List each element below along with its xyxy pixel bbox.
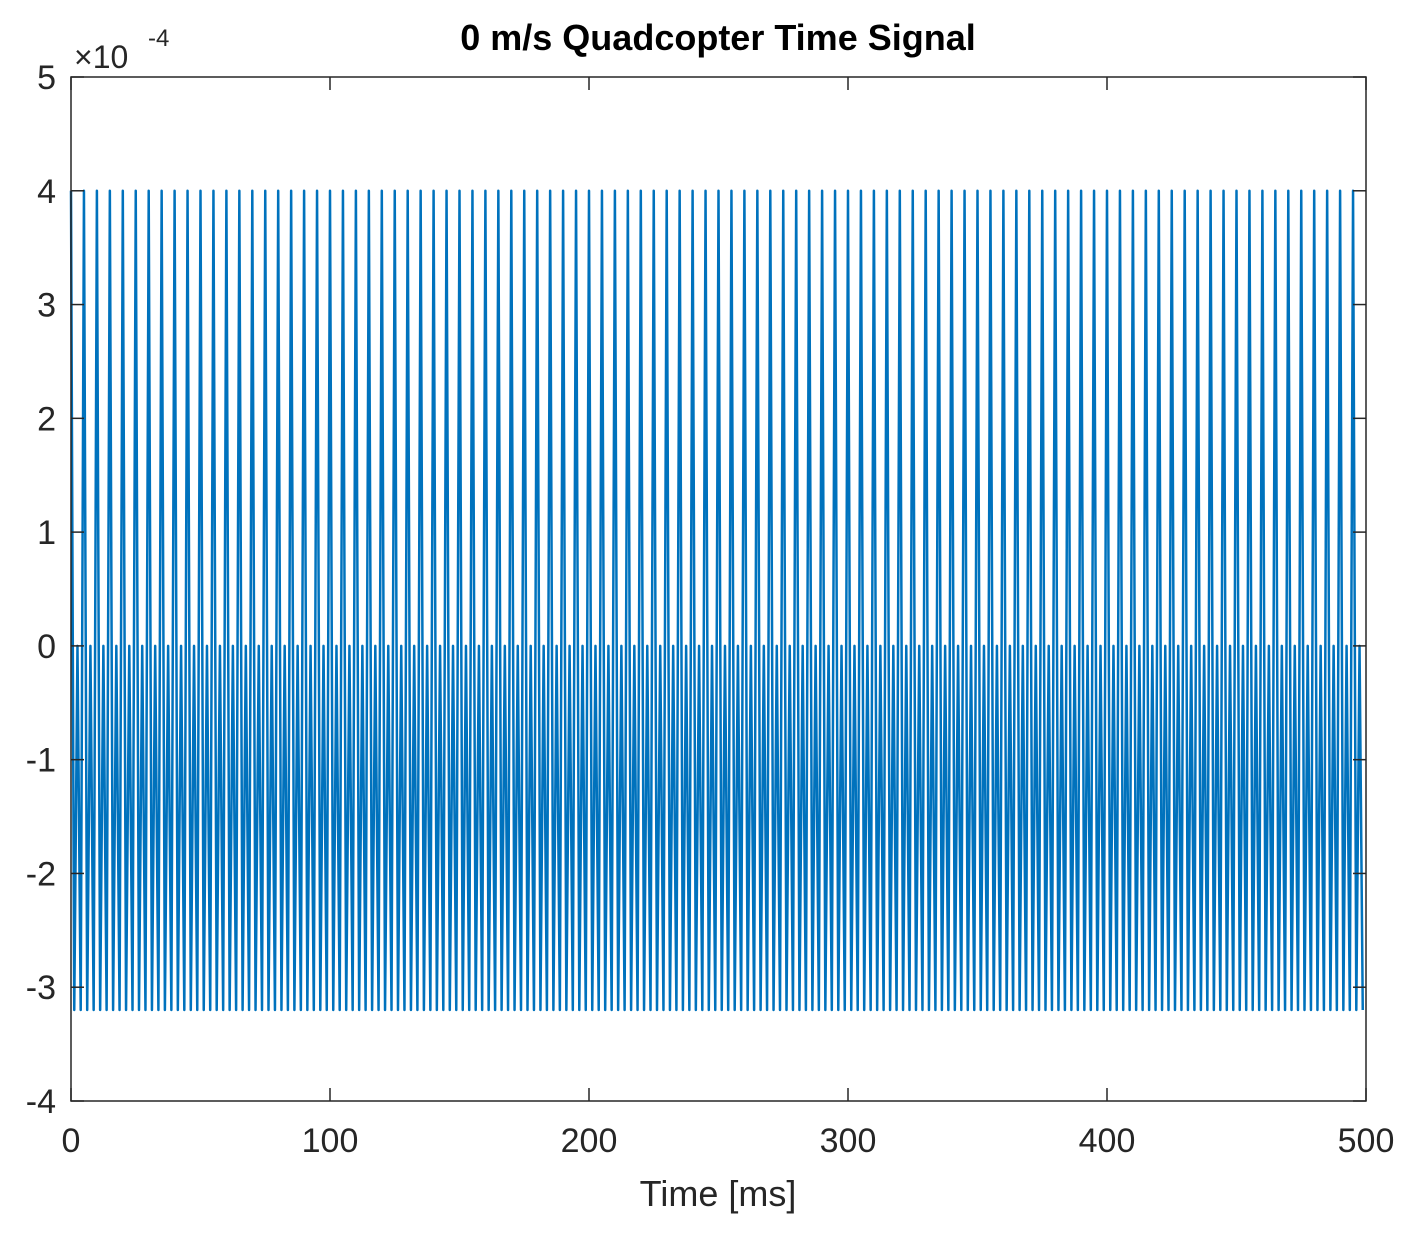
y-exponent-base: ×10 (74, 39, 128, 75)
y-tick-label: 0 (37, 628, 56, 666)
y-exponent-power: -4 (148, 25, 169, 52)
y-tick-label: 2 (37, 400, 56, 438)
chart-title: 0 m/s Quadcopter Time Signal (460, 17, 975, 58)
y-tick-label: 3 (37, 287, 56, 325)
x-tick-label: 0 (62, 1122, 81, 1160)
x-tick-label: 300 (820, 1122, 877, 1160)
y-tick-label: 5 (37, 59, 56, 97)
x-tick-label: 100 (302, 1122, 359, 1160)
x-tick-label: 500 (1338, 1122, 1395, 1160)
x-tick-label: 200 (561, 1122, 618, 1160)
signal-line (69, 189, 1365, 1012)
y-tick-label: 4 (37, 173, 56, 211)
y-tick-label: -4 (26, 1083, 56, 1121)
axes-box (70, 76, 1367, 1102)
y-tick-label: -2 (26, 855, 56, 893)
y-tick-label: -3 (26, 969, 56, 1007)
y-tick-label: 1 (37, 514, 56, 552)
x-tick-label: 400 (1079, 1122, 1136, 1160)
y-tick-label: -1 (26, 742, 56, 780)
x-axis-label: Time [ms] (640, 1173, 797, 1214)
